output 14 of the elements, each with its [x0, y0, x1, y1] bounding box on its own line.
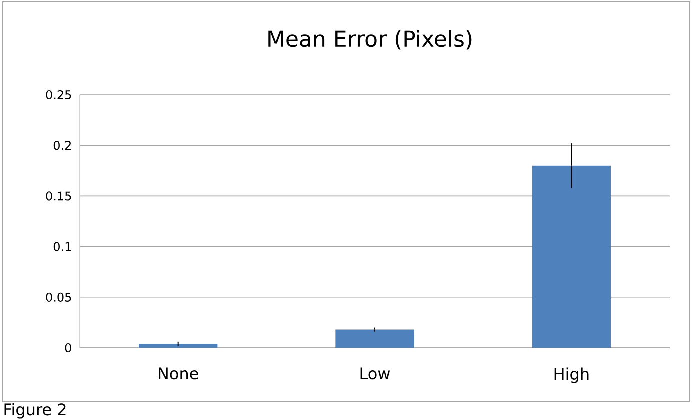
y-tick-label: 0.2 — [54, 141, 71, 150]
x-tick-label: High — [554, 368, 589, 384]
y-tick-label: 0.25 — [46, 90, 72, 100]
y-tick-label: 0.05 — [46, 292, 72, 302]
x-tick-label: Low — [360, 368, 390, 380]
caption: Figure 2 — [4, 403, 66, 419]
y-tick-label: 0.1 — [54, 242, 72, 252]
y-tick-label: 0 — [65, 343, 72, 353]
bar — [336, 330, 414, 348]
bar — [532, 166, 612, 348]
bar — [139, 344, 218, 348]
y-tick-label: 0.15 — [46, 192, 72, 201]
chart-title: Mean Error (Pixels) — [268, 30, 472, 50]
x-tick-label: None — [159, 368, 198, 380]
